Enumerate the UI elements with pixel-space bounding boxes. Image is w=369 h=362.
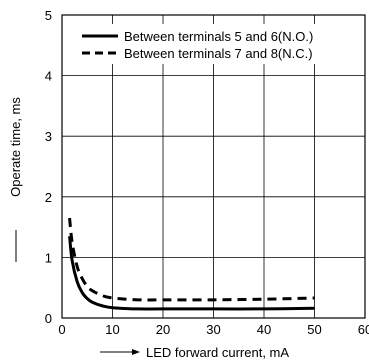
x-tick-label: 10	[105, 322, 119, 337]
x-tick-label: 30	[206, 322, 220, 337]
legend-label-series-2: Between terminals 7 and 8(N.C.)	[124, 46, 313, 61]
y-tick-label: 4	[45, 69, 52, 84]
x-axis-title: LED forward current, mA	[100, 345, 289, 360]
series-line-2	[68, 217, 315, 302]
ticks-layer: 0 10 20 30 40 50 60 0 1 2 3 4 5	[45, 8, 369, 337]
x-tick-label: 60	[358, 322, 369, 337]
x-axis-label: LED forward current, mA	[146, 345, 289, 360]
plot-frame	[61, 14, 366, 319]
y-tick-label: 1	[45, 250, 52, 265]
y-tick-label: 5	[45, 8, 52, 23]
series-line-1	[68, 236, 315, 311]
legend: Between terminals 5 and 6(N.O.) Between …	[76, 24, 361, 64]
grid	[62, 15, 365, 318]
x-tick-label: 0	[58, 322, 65, 337]
legend-label-series-1: Between terminals 5 and 6(N.O.)	[124, 29, 313, 44]
y-tick-label: 0	[45, 311, 52, 326]
series-layer	[68, 217, 315, 311]
y-axis-title: Operate time, ms	[8, 97, 23, 262]
legend-box	[76, 24, 361, 64]
y-tick-label: 3	[45, 129, 52, 144]
x-tick-label: 20	[156, 322, 170, 337]
x-axis-arrow-head	[132, 349, 140, 355]
y-tick-label: 2	[45, 190, 52, 205]
y-axis-label: Operate time, ms	[8, 97, 23, 197]
x-tick-label: 40	[257, 322, 271, 337]
x-tick-label: 50	[307, 322, 321, 337]
